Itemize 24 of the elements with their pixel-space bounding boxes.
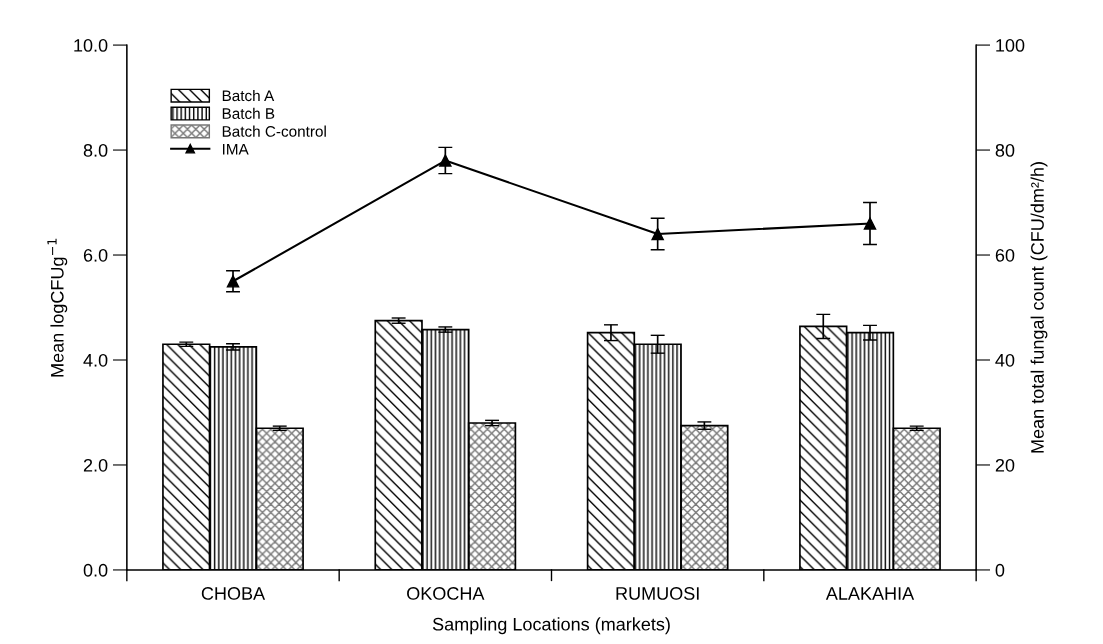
y2-axis-title: Mean total fungal count (CFU/dm²/h) [1030,162,1048,453]
x-tick-label: RUMUOSI [616,587,699,600]
legend-label: Batch A [222,89,275,102]
y-tick-label: 8.0 [83,143,108,157]
y-tick-label: 6.0 [83,248,108,262]
legend-label: IMA [222,144,249,155]
y2-tick-label: 60 [995,248,1015,262]
y-tick-label: 4.0 [83,353,108,367]
point [439,154,452,167]
x-tick-label: ALAKAHIA [825,587,915,600]
y-tick-label: 2.0 [83,458,108,472]
y2-tick-label: 100 [996,39,1025,52]
y-axis-title: Mean logCFUg$^{−1}$ [47,238,68,377]
x-axis-title: Sampling Locations (markets) [432,617,670,635]
y-tick-label: 10.0 [74,39,108,52]
y2-tick-label: 40 [995,353,1015,367]
y-tick-label: 0.0 [83,563,108,577]
y2-tick-label: 0 [995,563,1005,577]
legend-label: Batch C-control [222,125,326,137]
legend-label: Batch B [222,107,275,119]
x-tick-label: OKOCHA [407,587,485,600]
x-tick-label: CHOBA [201,587,266,600]
y2-tick-label: 80 [995,143,1015,157]
y2-tick-label: 20 [995,458,1015,472]
